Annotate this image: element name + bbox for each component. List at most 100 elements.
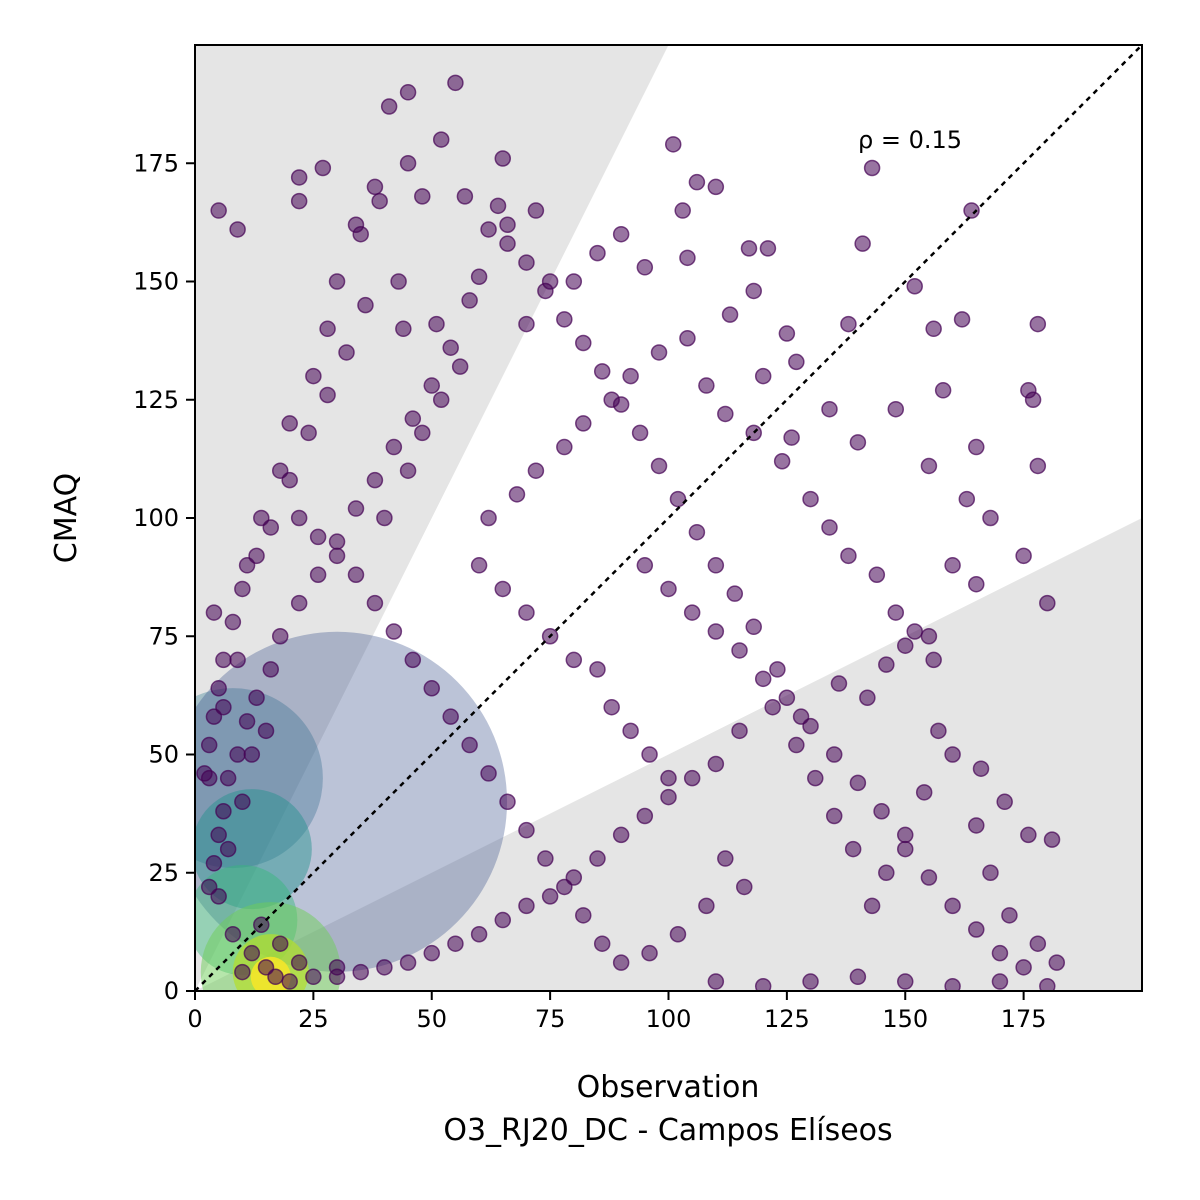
scatter-point [395,320,412,338]
scatter-point [636,807,654,825]
scatter-point [1048,954,1066,971]
scatter-point [854,235,871,252]
scatter-point [944,978,961,991]
scatter-point [290,954,308,971]
scatter-point [215,803,232,820]
scatter-point [414,188,431,205]
scatter-point [518,897,535,915]
y-tick-label: 100 [133,504,179,532]
scatter-point [575,334,592,352]
scatter-point [309,566,327,584]
scatter-point [683,769,701,787]
scatter-point [376,959,393,976]
scatter-point [825,746,843,763]
x-tick-label: 50 [416,1005,447,1033]
scatter-point [290,192,308,210]
scatter-point [669,925,687,943]
scatter-point [347,500,365,517]
one-to-one-line [195,45,1142,991]
scatter-point [887,604,905,621]
scatter-point [906,623,923,640]
scatter-point [878,864,895,881]
scatter-point [745,282,762,300]
scatter-point [399,84,417,101]
scatter-point [210,202,227,219]
scatter-point [688,173,706,191]
y-axis: 0 25 50 75 100 125 150 175 [133,149,195,1005]
scatter-point [773,452,791,470]
scatter-point [541,888,559,905]
scatter-point [385,438,403,456]
scatter-point [347,216,365,233]
scatter-point [612,826,630,844]
scatter-point [1015,959,1032,976]
scatter-point [399,462,417,479]
scatter-point [314,159,332,177]
scatter-point [494,580,512,598]
scatter-point [1029,457,1047,475]
scatter-point [664,136,682,153]
scatter-point [991,973,1009,990]
scatter-point [698,377,715,394]
scatter-point [461,736,478,754]
scatter-point [328,968,346,986]
scatter-point [660,580,677,598]
scatter-point [683,604,701,621]
scatter-point [432,131,450,148]
scatter-point [726,585,744,602]
scatter-point [641,944,658,962]
x-tick-label: 75 [535,1005,566,1033]
scatter-point [347,566,365,584]
scatter-point [271,628,289,645]
x-tick-label: 125 [764,1005,810,1033]
scatter-point [319,320,336,338]
scatter-point [229,651,246,669]
x-axis-sublabel: O3_RJ20_DC - Campos Elíseos [443,1113,892,1148]
scatter-point [414,424,431,442]
scatter-point [717,405,734,423]
y-tick-label: 125 [133,386,179,414]
scatter-point [200,736,218,754]
scatter-point [707,557,725,574]
scatter-point [451,358,469,375]
scatter-point [404,410,422,427]
scatter-point [470,557,488,574]
scatter-point [489,197,507,215]
scatter-point [262,661,280,678]
scatter-point [219,769,237,787]
scatter-point [281,973,298,990]
scatter-point [319,386,336,404]
scatter-point [740,240,758,257]
scatter-point [849,774,867,792]
scatter-point [257,959,275,976]
scatter-point [873,803,890,820]
scatter-point [1039,978,1056,991]
scatter-point [399,954,417,971]
scatter-point [821,400,838,418]
x-axis: 0 25 50 75 100 125 150 175 [187,991,1047,1033]
scatter-point [968,575,985,593]
scatter-point [442,708,459,725]
scatter-point [470,925,488,943]
scatter-point [328,547,346,565]
scatter-point [271,935,289,952]
scatter-point [897,973,914,990]
scatter-point [863,159,881,177]
scatter-point [371,192,388,210]
scatter-point [736,878,753,896]
scatter-point [556,311,573,328]
scatter-point [215,651,232,669]
scatter-point [1039,594,1056,612]
scatter-point [300,424,317,442]
x-tick-label: 25 [298,1005,329,1033]
scatter-point [802,973,819,990]
scatter-point [991,944,1009,962]
scatter-point [470,268,488,286]
scatter-point [556,878,573,896]
scatter-point [229,221,246,238]
scatter-point [499,216,516,233]
scatter-point [707,755,725,773]
scatter-point [849,434,867,451]
scatter-point [660,769,677,787]
scatter-point [432,391,450,408]
